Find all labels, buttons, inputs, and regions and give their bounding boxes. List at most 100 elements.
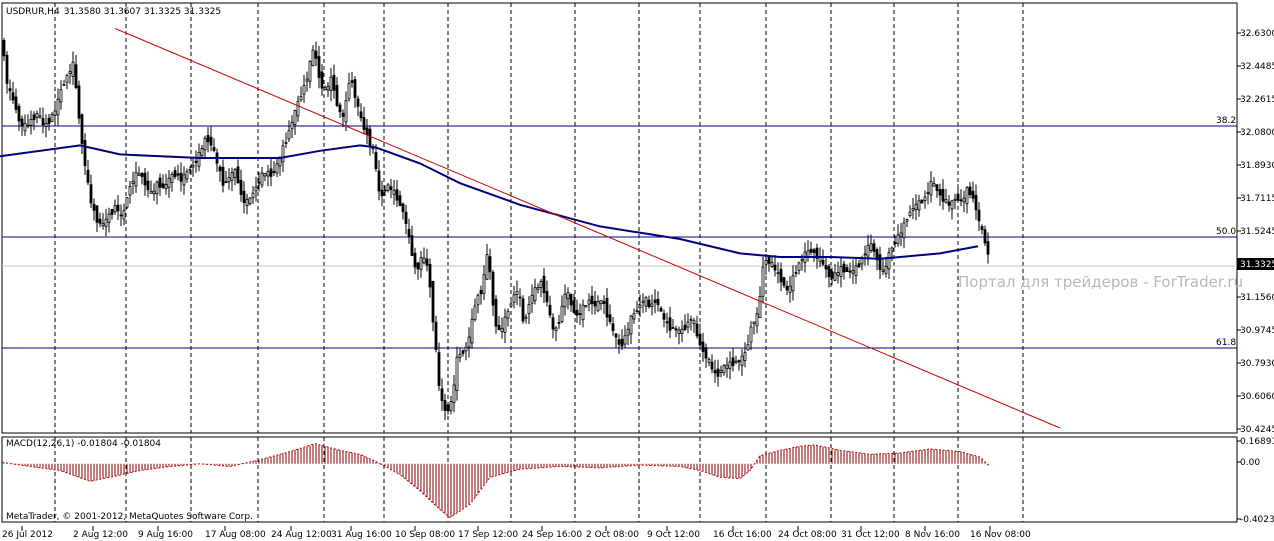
candle (281, 139, 285, 173)
candle (626, 322, 630, 345)
candle (395, 180, 399, 208)
candle (911, 197, 915, 220)
candle (299, 86, 303, 102)
x-tick-label: 24 Oct 08:00 (778, 530, 837, 540)
candle (341, 109, 345, 127)
candle (77, 80, 81, 125)
candle (935, 184, 939, 198)
moving-average-line (0, 144, 979, 260)
candle (455, 346, 459, 401)
candle (200, 144, 204, 159)
candle (86, 159, 90, 186)
candle (716, 359, 720, 387)
candle (755, 307, 759, 334)
candle (347, 72, 351, 102)
candle (14, 88, 18, 114)
candle (956, 184, 960, 203)
candle (938, 183, 942, 206)
y-tick-label: 32.6300 (1240, 29, 1274, 39)
candle (335, 77, 339, 108)
candlesticks (2, 38, 990, 421)
candle (44, 114, 48, 138)
candle (92, 198, 96, 221)
current-price-tag-bg (1237, 258, 1274, 270)
candle (263, 172, 267, 182)
candle (53, 102, 57, 124)
candle (857, 259, 861, 269)
indicator-axis: 0.16891 0.00 -0.40234 (1237, 437, 1274, 525)
y-tick-label: 31.7115 (1240, 194, 1274, 204)
candle (569, 293, 573, 312)
candle (368, 125, 372, 156)
candle (494, 295, 498, 334)
candle (764, 253, 768, 276)
candle (233, 167, 237, 186)
candle (458, 347, 462, 363)
y-tick-label: 31.5245 (1240, 227, 1274, 237)
candle (5, 51, 9, 94)
candle (125, 196, 129, 210)
candle (746, 334, 750, 351)
candle (710, 354, 714, 374)
candle (71, 51, 75, 86)
candle (647, 295, 651, 309)
candle (560, 295, 564, 324)
candle (542, 268, 546, 303)
candle (830, 267, 834, 286)
candle (380, 180, 384, 207)
candle (572, 293, 576, 314)
candle (926, 182, 930, 205)
candle (11, 81, 15, 104)
candle (284, 132, 288, 149)
candle (881, 259, 885, 276)
candle (608, 304, 612, 325)
candle (929, 171, 933, 203)
candle (539, 278, 543, 298)
candle (485, 243, 489, 280)
candle (266, 164, 270, 187)
x-tick-label: 24 Sep 16:00 (522, 530, 582, 540)
x-tick-label: 9 Oct 12:00 (647, 530, 700, 540)
candle (611, 317, 615, 336)
candle (866, 234, 870, 266)
candle (209, 126, 213, 152)
y-tick-label: 32.4485 (1240, 62, 1274, 72)
candle (695, 315, 699, 339)
candle (941, 179, 945, 210)
candle (134, 161, 138, 194)
candle (425, 248, 429, 272)
candle (377, 160, 381, 201)
candle (74, 54, 78, 90)
candle (602, 295, 606, 315)
candle (971, 181, 975, 203)
candle (740, 349, 744, 376)
candle (476, 293, 480, 314)
candle (389, 178, 393, 199)
candle (848, 262, 852, 279)
candle (131, 171, 135, 195)
candle (728, 351, 732, 380)
candle (920, 199, 924, 204)
indicator-y-tick-label: 0.16891 (1240, 437, 1274, 447)
x-tick-label: 2 Aug 12:00 (73, 530, 128, 540)
y-tick-label: 31.1560 (1240, 293, 1274, 303)
candle (551, 313, 555, 339)
candle (269, 158, 273, 187)
main-pane-border (1, 2, 1238, 434)
candle (689, 315, 693, 331)
candle (590, 285, 594, 315)
candle (773, 255, 777, 277)
candle (797, 261, 801, 275)
candle (707, 357, 711, 367)
candle (950, 199, 954, 220)
candle (548, 295, 552, 319)
candle (482, 265, 486, 301)
candle (893, 235, 897, 248)
candle (392, 179, 396, 206)
candle (497, 316, 501, 331)
candle (317, 45, 321, 89)
candle (161, 174, 165, 190)
candle (311, 45, 315, 67)
